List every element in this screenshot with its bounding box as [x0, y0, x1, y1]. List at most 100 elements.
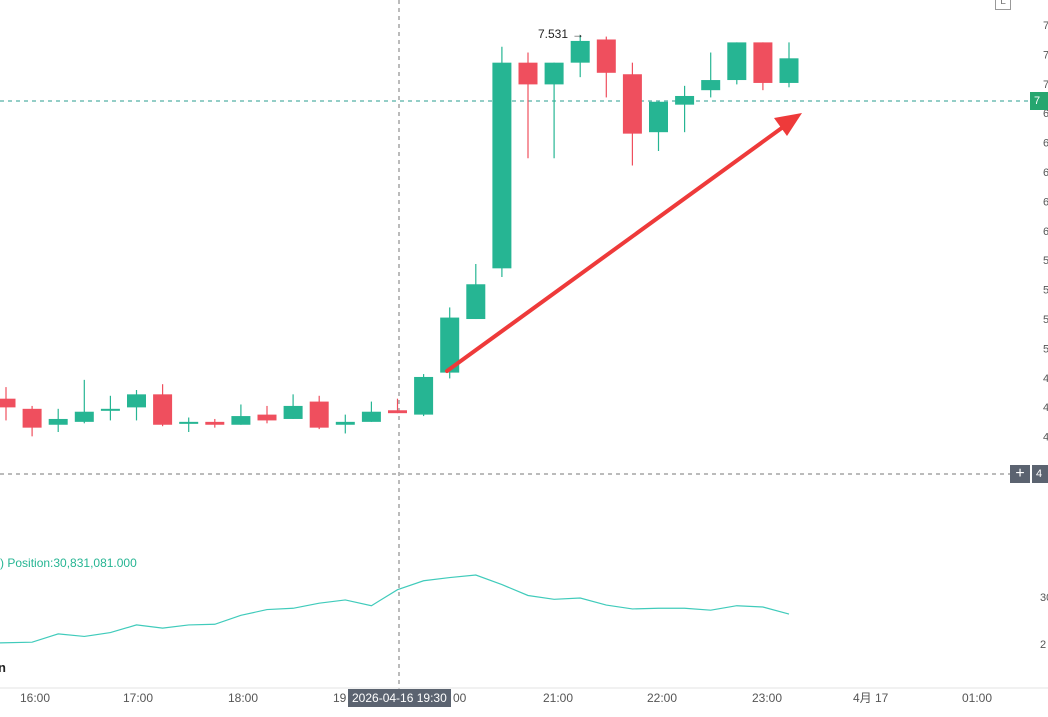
position-indicator-label: ) Position:30,831,081.000 — [0, 556, 137, 570]
candle — [22, 405, 42, 437]
position-axis-tick: 2 — [1040, 639, 1046, 651]
position-series-line — [0, 574, 790, 644]
candle-body — [205, 421, 225, 425]
candle — [283, 394, 303, 419]
high-marker-arrow: → — [572, 27, 584, 41]
candle-body — [309, 401, 329, 428]
candle-body — [440, 317, 460, 373]
candle-body — [361, 411, 381, 422]
candle-body — [0, 398, 16, 408]
candle — [544, 62, 564, 159]
candle — [518, 52, 538, 159]
time-axis-tick: 23:00 — [752, 691, 782, 705]
time-axis-tick: 01:00 — [962, 691, 992, 705]
candle — [727, 42, 747, 85]
candle — [388, 398, 407, 414]
candle — [205, 418, 225, 428]
crosshair-price-tag: 4 — [1032, 465, 1048, 483]
chart-settings-button[interactable]: L — [995, 0, 1011, 10]
candle-body — [100, 408, 120, 411]
candle-body — [48, 418, 68, 425]
time-axis-tick: 21:00 — [543, 691, 573, 705]
price-axis-tick: 4 — [1043, 402, 1048, 414]
crosshair-time-label: 2026-04-16 19:30 — [348, 689, 451, 707]
price-axis-tick: 7 — [1043, 79, 1048, 91]
candle — [0, 387, 16, 421]
price-axis-tick: 6 — [1043, 138, 1048, 150]
price-axis-tick: 6 — [1043, 167, 1048, 179]
candle-body — [335, 421, 355, 425]
time-axis-tick: 18:00 — [228, 691, 258, 705]
position-indicator-prefix: ) — [0, 556, 4, 570]
price-axis-tick: 7 — [1043, 20, 1048, 32]
candle-body — [649, 101, 668, 133]
candles-layer — [0, 35, 799, 437]
time-axis-tick: 4月 17 — [853, 691, 889, 705]
time-axis-tick: 17:00 — [123, 691, 153, 705]
candle-body — [74, 411, 94, 422]
price-axis-tick: 6 — [1043, 226, 1048, 238]
price-axis-tick: 5 — [1043, 343, 1048, 355]
candle-body — [701, 80, 721, 91]
candle — [361, 401, 381, 422]
candle-body — [753, 42, 773, 83]
candle-body — [675, 95, 695, 105]
candle-body — [544, 62, 564, 85]
trend-arrow-shaft — [445, 120, 792, 373]
grid-layer — [0, 0, 1048, 690]
candle-body — [179, 421, 199, 424]
candle — [74, 379, 94, 424]
candle-body — [492, 62, 512, 269]
high-marker: 7.531 → — [538, 27, 584, 41]
candle — [675, 85, 695, 133]
candle-body — [518, 62, 538, 85]
candle-body — [22, 408, 42, 428]
candle-body — [257, 414, 277, 421]
high-marker-label: 7.531 — [538, 27, 568, 41]
time-axis-tick: 22:00 — [647, 691, 677, 705]
price-axis-tick: 7 — [1043, 49, 1048, 61]
candle — [231, 404, 251, 425]
candle-body — [570, 40, 590, 63]
candle — [753, 42, 773, 91]
candle-body — [127, 394, 146, 408]
candle — [779, 42, 799, 88]
candle — [153, 384, 173, 427]
trend-arrow-head — [774, 113, 802, 136]
last-price-tag: 7 — [1030, 92, 1048, 110]
candle — [622, 62, 642, 166]
candle — [48, 408, 68, 432]
candle-body — [231, 416, 251, 425]
candle — [335, 414, 355, 434]
candle-body — [622, 74, 642, 134]
candle-body — [779, 58, 799, 83]
left-edge-letter: n — [0, 660, 6, 675]
price-axis-tick: 6 — [1043, 196, 1048, 208]
candle — [570, 35, 590, 78]
time-axis-tick: 19 — [333, 691, 347, 705]
candle-body — [596, 39, 616, 73]
price-axis: 7 7 7 6 6 6 6 6 5 5 5 5 4 4 4 — [1043, 20, 1048, 444]
candle — [414, 374, 434, 417]
candle — [466, 263, 486, 320]
candle-body — [283, 405, 303, 419]
candle — [701, 52, 721, 98]
price-axis-tick: 6 — [1043, 108, 1048, 120]
position-axis: 30 2 — [1040, 592, 1048, 651]
add-order-button[interactable]: + — [1010, 465, 1030, 483]
candle — [257, 405, 277, 424]
time-axis: 16:00 17:00 18:00 19 00 21:00 22:00 23:00 4月 17 0… — [20, 691, 992, 705]
candle — [492, 46, 512, 278]
price-axis-tick: 4 — [1043, 432, 1048, 444]
candle — [649, 101, 668, 152]
candle-body — [153, 394, 173, 425]
price-axis-tick: 4 — [1043, 373, 1048, 385]
candle — [100, 395, 120, 421]
time-axis-tick: 16:00 — [20, 691, 50, 705]
position-indicator-value: Position:30,831,081.000 — [7, 556, 137, 570]
trend-arrow — [445, 113, 802, 373]
time-axis-tick: 00 — [453, 691, 467, 705]
position-layer — [0, 574, 790, 644]
candle — [309, 395, 329, 430]
